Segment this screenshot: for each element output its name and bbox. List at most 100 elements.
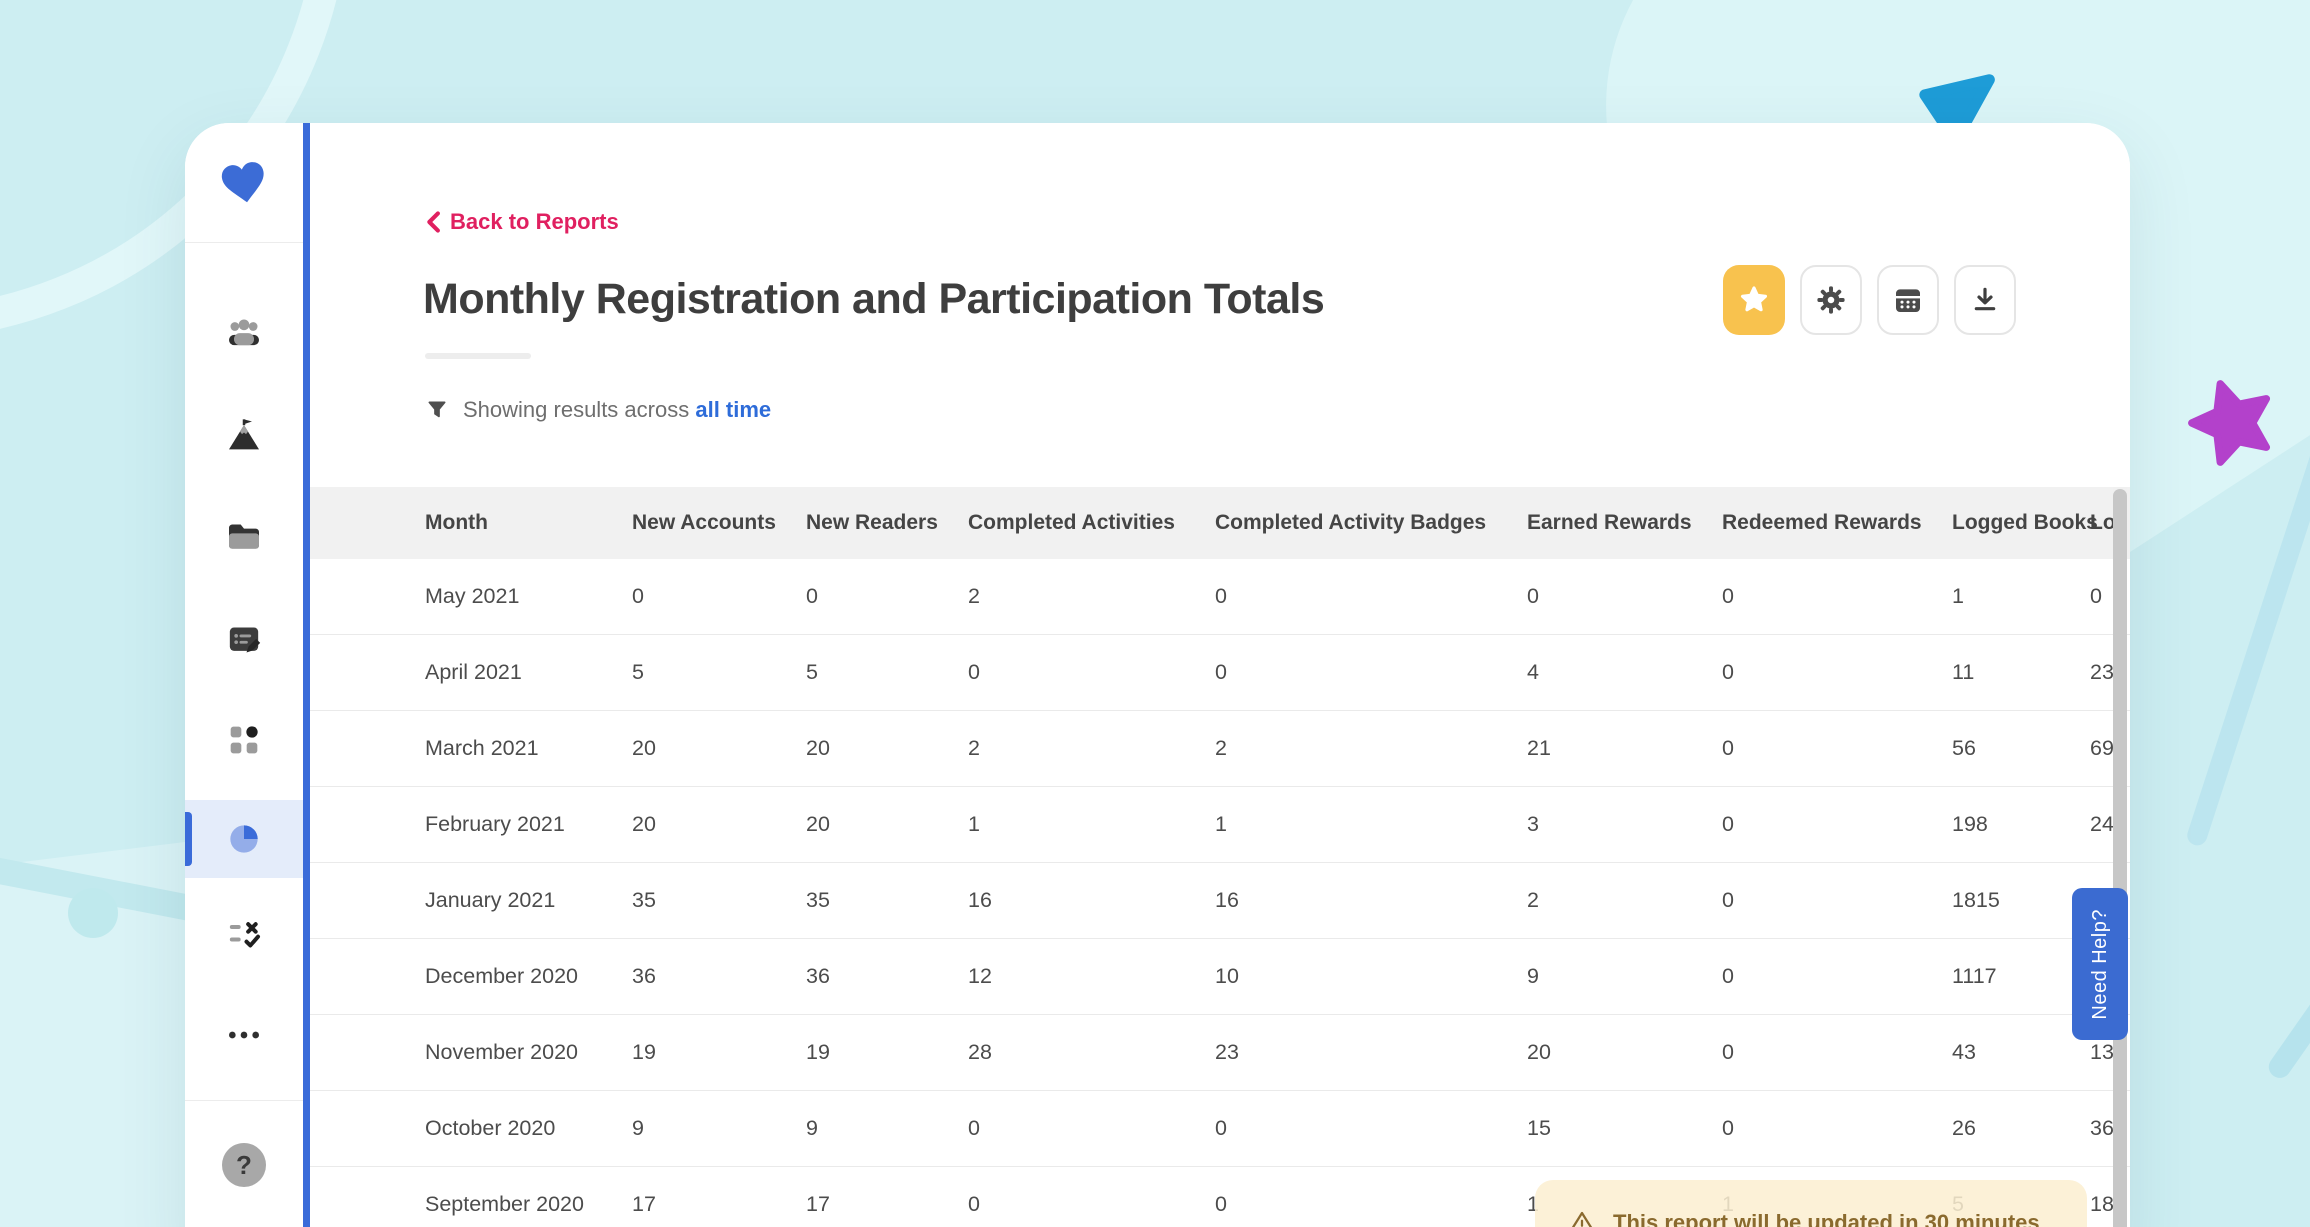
table-header-row: Month New Accounts New Readers Completed Ac…	[310, 487, 2130, 559]
app-logo[interactable]	[185, 123, 303, 243]
settings-button[interactable]	[1800, 265, 1862, 335]
mountain-flag-icon	[224, 416, 264, 456]
sidebar-item-logs[interactable]	[185, 601, 303, 679]
background-curve-line	[2264, 479, 2310, 1083]
value-cell: 0	[1215, 660, 1227, 684]
value-cell: 43	[1952, 1040, 1976, 1064]
checklist-icon	[224, 915, 264, 955]
chevron-left-icon	[425, 211, 441, 233]
value-cell: 10	[1215, 964, 1239, 988]
value-cell: 1815	[1952, 888, 2000, 912]
table-row: March 2021 20 20 2 2 21 0 56 69	[310, 711, 2130, 787]
month-cell: December 2020	[425, 964, 578, 988]
column-header: Logged Books	[1952, 511, 2098, 534]
title-divider	[425, 353, 531, 359]
value-cell: 0	[1722, 964, 1734, 988]
app-window: ? Back to Reports Monthly Registration a…	[185, 123, 2130, 1227]
favorite-button[interactable]	[1723, 265, 1785, 335]
download-icon	[1969, 284, 2001, 316]
teal-circle-decoration	[68, 888, 118, 938]
value-cell: 21	[1527, 736, 1551, 760]
background-curve-line	[2184, 252, 2310, 848]
value-cell: 11	[1952, 660, 1975, 684]
value-cell: 20	[632, 736, 656, 760]
sidebar-item-moderation[interactable]	[185, 896, 303, 974]
warning-icon	[1567, 1208, 1597, 1227]
value-cell: 2	[968, 736, 980, 760]
value-cell: 2	[968, 584, 980, 608]
table-row: February 2021 20 20 1 1 3 0 198 24	[310, 787, 2130, 863]
value-cell: 0	[1215, 1116, 1227, 1140]
table-row: April 2021 5 5 0 0 4 0 11 23	[310, 635, 2130, 711]
funnel-icon	[425, 398, 449, 422]
sidebar: ?	[185, 123, 310, 1227]
value-cell: 20	[806, 736, 830, 760]
back-link-label: Back to Reports	[450, 209, 619, 234]
sidebar-item-reports[interactable]	[185, 800, 303, 878]
need-help-button[interactable]: Need Help?	[2072, 888, 2128, 1040]
value-cell: 1	[1527, 1192, 1539, 1216]
month-cell: May 2021	[425, 584, 520, 608]
value-cell: 0	[2090, 584, 2102, 608]
value-cell: 36	[2090, 1116, 2114, 1140]
people-icon	[224, 314, 264, 354]
scrollbar-thumb[interactable]	[2113, 489, 2127, 1227]
star-icon	[1738, 284, 1770, 316]
value-cell: 0	[968, 1116, 980, 1140]
value-cell: 0	[968, 1192, 980, 1216]
value-cell: 17	[806, 1192, 830, 1216]
value-cell: 0	[1722, 1040, 1734, 1064]
month-cell: February 2021	[425, 812, 565, 836]
column-header: New Accounts	[632, 511, 776, 534]
value-cell: 20	[1527, 1040, 1551, 1064]
download-button[interactable]	[1954, 265, 2016, 335]
value-cell: 9	[632, 1116, 644, 1140]
table-body: May 2021 0 0 2 0 0 0 1 0 April 2021 5 5 0 0 4 0 11 23 Marc…	[310, 559, 2130, 1227]
calendar-icon	[1892, 284, 1924, 316]
sidebar-item-challenges[interactable]	[185, 397, 303, 475]
update-notice-text: This report will be updated in 30 minute…	[1613, 1210, 2040, 1227]
value-cell: 0	[1722, 1116, 1734, 1140]
value-cell: 0	[1722, 812, 1734, 836]
more-dots-icon	[224, 1015, 264, 1055]
sidebar-item-resources[interactable]	[185, 498, 303, 576]
value-cell: 36	[806, 964, 830, 988]
value-cell: 1	[1952, 584, 1964, 608]
value-cell: 56	[1952, 736, 1976, 760]
value-cell: 16	[1215, 888, 1239, 912]
sidebar-item-programs[interactable]	[185, 701, 303, 779]
filter-time-range-link[interactable]: all time	[695, 397, 772, 422]
column-header: New Readers	[806, 511, 938, 534]
value-cell: 24	[2090, 812, 2114, 836]
value-cell: 4	[1527, 660, 1539, 684]
sidebar-item-help[interactable]: ?	[185, 1126, 303, 1204]
update-notice: This report will be updated in 30 minute…	[1535, 1180, 2087, 1227]
value-cell: 18	[2090, 1192, 2114, 1216]
value-cell: 15	[1527, 1116, 1551, 1140]
schedule-button[interactable]	[1877, 265, 1939, 335]
value-cell: 0	[1527, 584, 1539, 608]
value-cell: 35	[632, 888, 656, 912]
month-cell: January 2021	[425, 888, 556, 912]
gear-icon	[1814, 283, 1848, 317]
value-cell: 20	[632, 812, 656, 836]
sidebar-item-readers[interactable]	[185, 295, 303, 373]
pie-chart-icon	[224, 819, 264, 859]
back-to-reports-link[interactable]: Back to Reports	[425, 209, 619, 235]
value-cell: 0	[1722, 888, 1734, 912]
sidebar-item-more[interactable]	[185, 996, 303, 1074]
value-cell: 19	[806, 1040, 830, 1064]
active-item-indicator	[185, 812, 192, 866]
grid-icon	[224, 720, 264, 760]
value-cell: 23	[2090, 660, 2114, 684]
value-cell: 17	[632, 1192, 656, 1216]
value-cell: 5	[806, 660, 818, 684]
value-cell: 1	[968, 812, 980, 836]
value-cell: 19	[632, 1040, 656, 1064]
value-cell: 0	[1215, 1192, 1227, 1216]
table-row: January 20213535161620181544	[310, 863, 2130, 939]
heart-logo-icon	[220, 159, 268, 207]
month-cell: October 2020	[425, 1116, 556, 1140]
value-cell: 1117	[1952, 964, 1997, 988]
need-help-label: Need Help?	[2088, 908, 2111, 1020]
